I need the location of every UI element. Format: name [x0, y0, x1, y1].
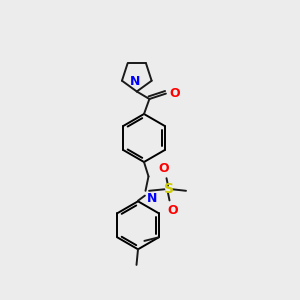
Text: O: O [158, 162, 169, 175]
Text: N: N [130, 75, 140, 88]
Text: S: S [164, 182, 174, 196]
Text: O: O [169, 86, 179, 100]
Text: N: N [146, 192, 157, 205]
Text: O: O [167, 204, 178, 217]
